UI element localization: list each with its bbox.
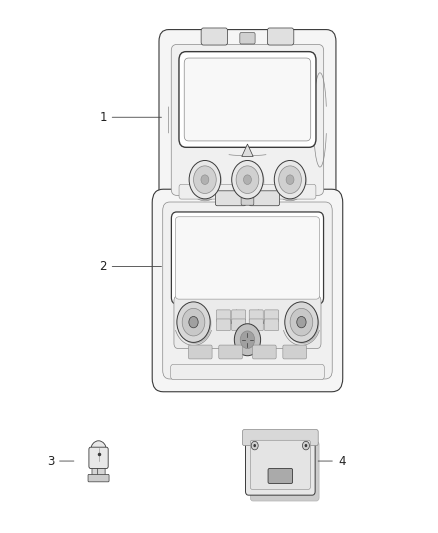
FancyBboxPatch shape <box>92 464 99 481</box>
FancyBboxPatch shape <box>159 29 336 210</box>
FancyBboxPatch shape <box>267 28 294 45</box>
Circle shape <box>297 317 306 328</box>
FancyBboxPatch shape <box>251 440 310 489</box>
Circle shape <box>286 175 294 184</box>
Circle shape <box>240 331 254 349</box>
FancyBboxPatch shape <box>265 310 279 321</box>
Circle shape <box>191 162 222 200</box>
Circle shape <box>253 444 256 447</box>
FancyBboxPatch shape <box>216 319 230 330</box>
FancyBboxPatch shape <box>249 319 263 330</box>
FancyBboxPatch shape <box>252 345 276 359</box>
Circle shape <box>290 309 313 336</box>
Circle shape <box>177 302 210 342</box>
Circle shape <box>244 175 251 184</box>
Circle shape <box>251 441 258 450</box>
FancyBboxPatch shape <box>240 33 255 44</box>
Circle shape <box>91 441 106 460</box>
Circle shape <box>194 166 216 193</box>
Circle shape <box>201 175 209 184</box>
FancyBboxPatch shape <box>179 52 316 147</box>
Polygon shape <box>242 144 253 157</box>
FancyBboxPatch shape <box>249 310 263 321</box>
Circle shape <box>236 166 259 193</box>
FancyBboxPatch shape <box>98 464 105 481</box>
FancyBboxPatch shape <box>171 44 324 195</box>
Circle shape <box>286 303 319 344</box>
FancyBboxPatch shape <box>215 191 246 206</box>
FancyBboxPatch shape <box>152 189 343 392</box>
FancyBboxPatch shape <box>232 310 246 321</box>
FancyBboxPatch shape <box>216 310 230 321</box>
FancyBboxPatch shape <box>241 196 254 205</box>
FancyBboxPatch shape <box>219 345 243 359</box>
Circle shape <box>233 162 265 200</box>
FancyBboxPatch shape <box>171 212 324 304</box>
FancyBboxPatch shape <box>232 319 246 330</box>
Text: 3: 3 <box>47 455 74 467</box>
Text: 1: 1 <box>99 111 162 124</box>
Circle shape <box>234 324 261 356</box>
FancyBboxPatch shape <box>174 296 321 349</box>
Circle shape <box>232 160 263 199</box>
Circle shape <box>182 309 205 336</box>
Circle shape <box>274 160 306 199</box>
FancyBboxPatch shape <box>171 365 324 379</box>
FancyBboxPatch shape <box>268 469 293 483</box>
FancyBboxPatch shape <box>88 474 109 482</box>
Text: 4: 4 <box>318 455 346 467</box>
Circle shape <box>304 444 307 447</box>
Circle shape <box>178 303 212 344</box>
Circle shape <box>285 302 318 342</box>
FancyBboxPatch shape <box>265 319 279 330</box>
Circle shape <box>189 317 198 328</box>
Circle shape <box>189 160 221 199</box>
Text: 2: 2 <box>99 260 162 273</box>
Circle shape <box>276 162 307 200</box>
FancyBboxPatch shape <box>201 28 228 45</box>
FancyBboxPatch shape <box>251 441 319 501</box>
FancyBboxPatch shape <box>245 434 315 495</box>
FancyBboxPatch shape <box>243 430 318 446</box>
FancyBboxPatch shape <box>184 58 311 141</box>
FancyBboxPatch shape <box>175 217 320 299</box>
FancyBboxPatch shape <box>249 191 279 206</box>
FancyBboxPatch shape <box>162 202 332 379</box>
Polygon shape <box>253 310 264 324</box>
FancyBboxPatch shape <box>89 447 108 469</box>
FancyBboxPatch shape <box>283 345 307 359</box>
FancyBboxPatch shape <box>179 184 316 199</box>
Polygon shape <box>231 310 242 324</box>
Circle shape <box>279 166 301 193</box>
FancyBboxPatch shape <box>188 345 212 359</box>
Circle shape <box>302 441 309 450</box>
